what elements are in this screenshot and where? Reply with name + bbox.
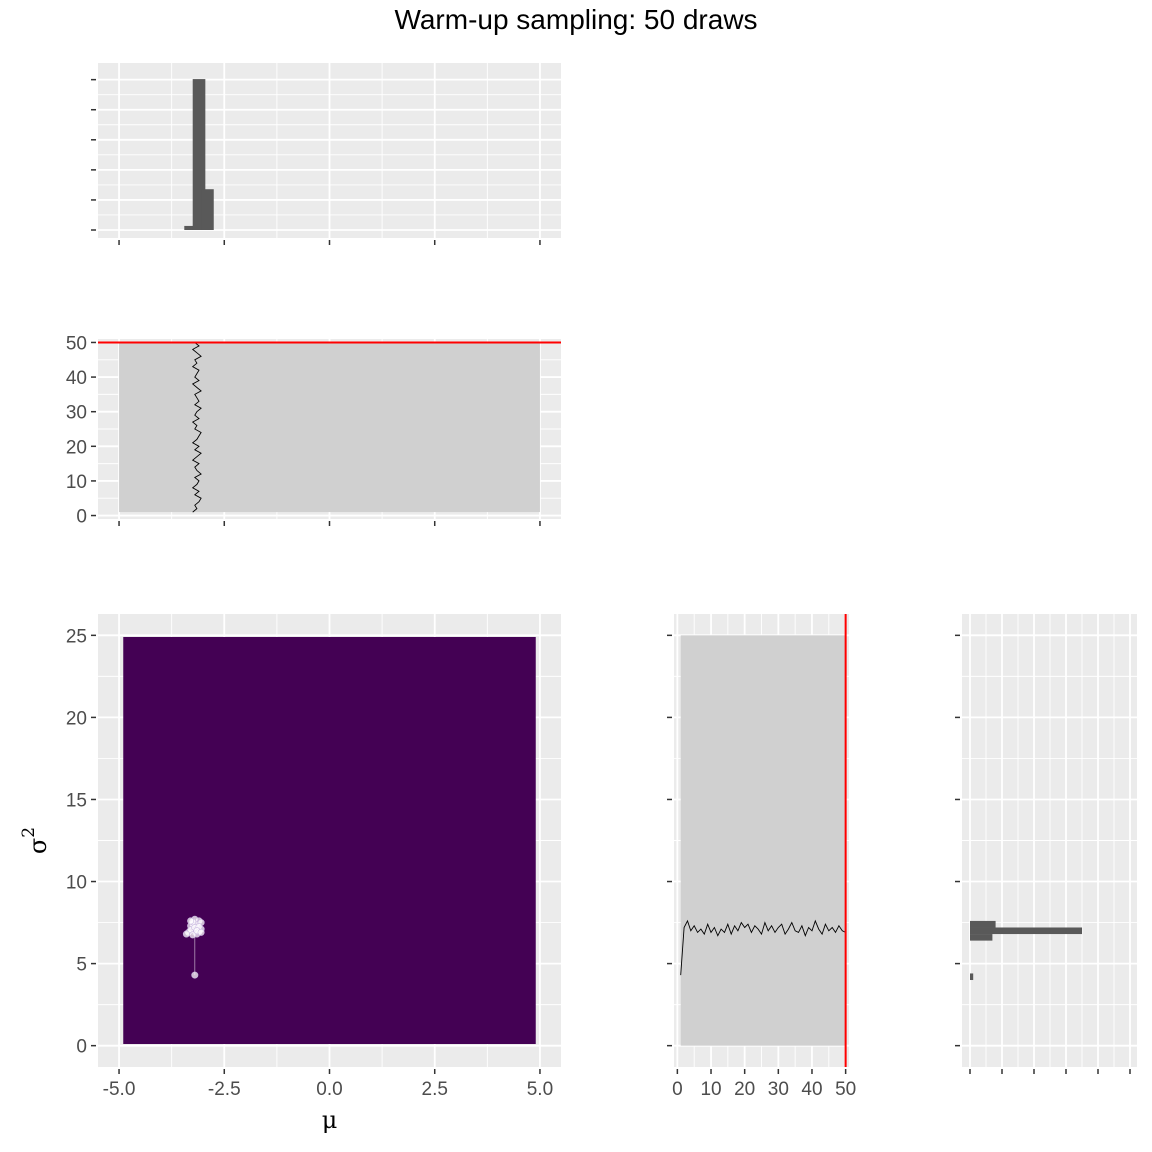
mu-histogram-panel (91, 63, 561, 245)
y-tick-label: 30 (66, 403, 87, 424)
joint-density-panel: -5.0 -2.5 0.0 2.5 5.0 0 5 10 15 20 25 (66, 614, 561, 1100)
sample-point (182, 930, 190, 938)
y-tick-label: 5 (76, 955, 87, 976)
x-tick-label: -2.5 (208, 1079, 241, 1100)
y-tick-label: 0 (76, 1037, 87, 1058)
sampling-range-region (119, 342, 540, 513)
y-tick-label: 40 (66, 368, 87, 389)
density-heatmap (123, 636, 536, 1045)
sampling-range-region (680, 635, 846, 1046)
histogram-bar (970, 973, 974, 981)
x-tick-label: 0 (672, 1079, 683, 1100)
y-tick-label: 20 (66, 708, 87, 729)
x-tick-label: -5.0 (103, 1079, 136, 1100)
x-tick-label: 30 (768, 1079, 789, 1100)
sigma2-trace-panel: 0 10 20 30 40 50 (667, 614, 856, 1100)
y-tick-label: 25 (66, 626, 87, 647)
x-tick-label: 5.0 (527, 1079, 553, 1100)
x-tick-label: 20 (734, 1079, 755, 1100)
y-tick-label: 50 (66, 333, 87, 354)
sample-point (187, 917, 195, 925)
y-tick-label: 20 (66, 437, 87, 458)
y-axis-title: σ2 (19, 827, 52, 854)
chart-title: Warm-up sampling: 50 draws (394, 4, 758, 35)
y-tick-label: 10 (66, 472, 87, 493)
y-tick-label: 0 (76, 507, 87, 528)
histogram-bar (970, 927, 1082, 935)
x-tick-label: 50 (835, 1079, 856, 1100)
histogram-bar (970, 934, 993, 941)
y-tick-label: 10 (66, 873, 87, 894)
y-tick-label: 15 (66, 790, 87, 811)
histogram-bar (970, 920, 996, 928)
x-axis-title: μ (322, 1106, 338, 1134)
histogram-bar (201, 189, 214, 230)
y-axis-title-base: σ (24, 838, 52, 854)
sample-point (197, 928, 205, 936)
histogram-bar (184, 225, 197, 230)
trace-line (191, 342, 202, 513)
x-tick-label: 0.0 (316, 1079, 342, 1100)
sample-point (191, 971, 199, 979)
sigma2-histogram-panel (955, 614, 1137, 1074)
x-tick-label: 40 (801, 1079, 822, 1100)
trace-line (680, 919, 846, 976)
y-axis-title-superscript: 2 (19, 827, 39, 838)
x-tick-label: 2.5 (422, 1079, 448, 1100)
mu-trace-panel: 0 10 20 30 40 50 (66, 333, 561, 528)
x-tick-label: 10 (700, 1079, 721, 1100)
